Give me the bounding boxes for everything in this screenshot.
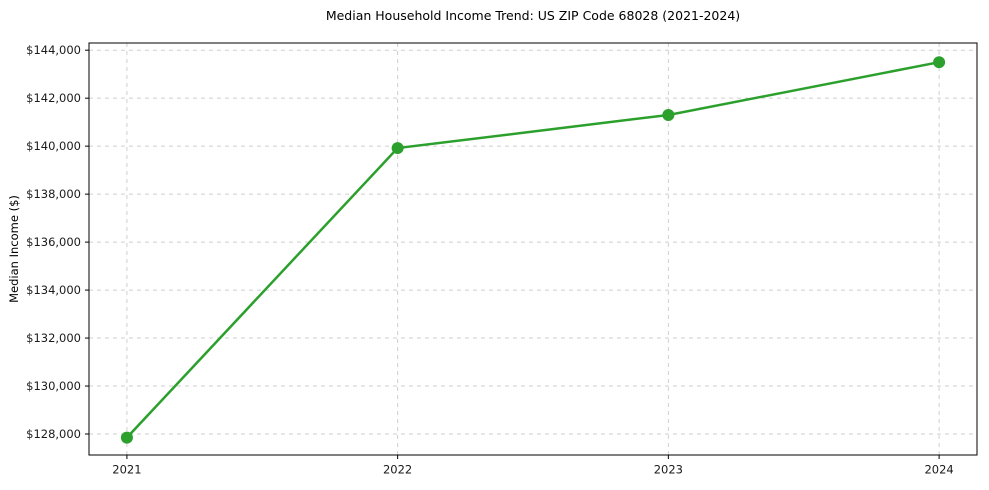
x-tick-label: 2022 (383, 462, 412, 476)
y-tick-label: $130,000 (26, 379, 81, 393)
data-point-marker (391, 142, 404, 155)
y-tick-label: $136,000 (26, 235, 81, 249)
trend-line (125, 60, 940, 439)
y-tick-label: $144,000 (26, 43, 81, 57)
y-tick-label: $140,000 (26, 139, 81, 153)
x-tick-label: 2021 (112, 462, 141, 476)
data-point-marker (662, 108, 675, 121)
chart-title: Median Household Income Trend: US ZIP Co… (325, 8, 741, 23)
y-tick-label: $138,000 (26, 187, 81, 201)
x-tick-label: 2023 (654, 462, 683, 476)
y-tick-label: $132,000 (26, 331, 81, 345)
data-point-marker (120, 431, 133, 444)
plot-border (88, 42, 978, 456)
y-tick-label: $128,000 (26, 427, 81, 441)
x-tick-label: 2024 (924, 462, 953, 476)
data-point-marker (933, 56, 946, 69)
y-tick-label: $142,000 (26, 91, 81, 105)
y-tick-label: $134,000 (26, 283, 81, 297)
